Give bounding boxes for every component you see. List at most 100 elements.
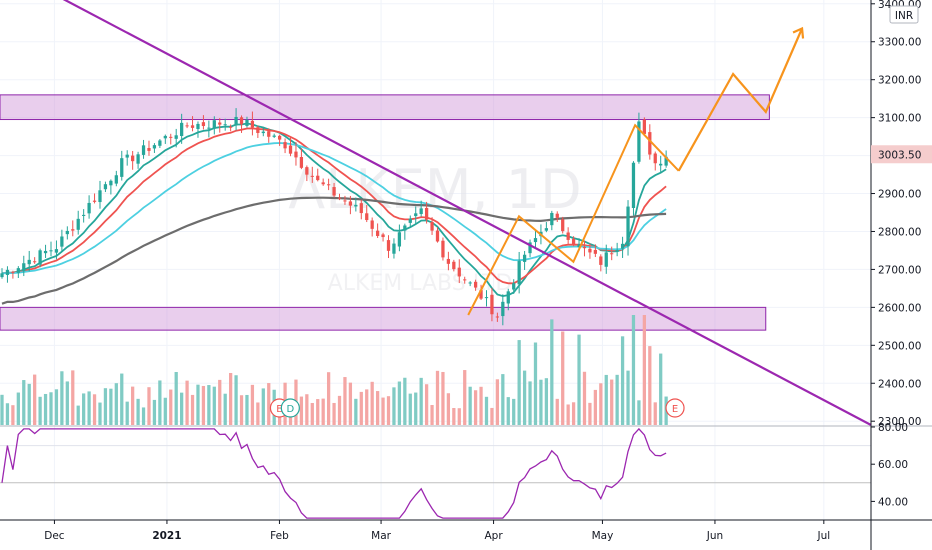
volume-bar [174, 372, 178, 425]
volume-bar [386, 396, 391, 425]
candle-body [277, 135, 282, 140]
volume-bar [310, 402, 314, 425]
volume-bar [163, 397, 167, 425]
volume-bar [27, 383, 31, 425]
volume-bar [571, 402, 576, 425]
candle-body [332, 187, 336, 196]
candle-body [294, 151, 298, 158]
ma_long-line [1, 196, 667, 305]
candle-body [223, 124, 227, 126]
volume-bar [626, 370, 630, 425]
volume-bar [642, 315, 646, 425]
currency-badge [889, 5, 919, 24]
volume-bar [615, 374, 619, 425]
candle-body [588, 248, 592, 253]
candle-body [359, 203, 363, 214]
candle-body [152, 145, 157, 149]
candle-body [196, 123, 200, 129]
candle-body [370, 220, 374, 229]
volume-bar [337, 395, 342, 425]
volume-bar [392, 387, 396, 425]
candle-body [582, 246, 587, 249]
candle-body [566, 232, 570, 240]
candle-body [299, 156, 304, 168]
candle-body [473, 281, 478, 288]
volume-bar [375, 391, 380, 425]
candle-body [571, 238, 576, 245]
volume-bar [299, 396, 304, 425]
candle-body [316, 175, 320, 181]
candle-body [354, 204, 358, 207]
volume-bar [555, 398, 559, 425]
candle-body [375, 230, 380, 236]
candle-body [250, 120, 255, 128]
volume-bar [435, 370, 440, 425]
volume-bar [71, 370, 75, 425]
candle-body [0, 273, 4, 278]
volume-bar [659, 353, 663, 425]
candle-body [517, 260, 521, 285]
candle-body [490, 294, 494, 315]
volume-bars [0, 315, 668, 425]
candle-body [397, 232, 402, 247]
volume-bar [348, 382, 353, 425]
price-tick-label: 2300.00 [878, 416, 921, 428]
candle-body [163, 135, 167, 139]
volume-bar [506, 397, 510, 425]
volume-bar [490, 407, 494, 425]
candle-body [365, 213, 369, 221]
volume-bar [479, 386, 483, 425]
candle-body [408, 218, 412, 223]
volume-bar [131, 386, 135, 425]
projection-path [677, 28, 804, 172]
candle-body [403, 225, 407, 231]
volume-bar [218, 379, 222, 425]
candle-body [501, 301, 505, 317]
volume-bar [267, 383, 271, 425]
time-tick-label: Jul [816, 530, 830, 542]
event-badge [280, 398, 300, 418]
candle-body [120, 158, 124, 177]
ema_slow-line [1, 142, 667, 275]
price-tick-label: 2700.00 [878, 264, 921, 276]
candle-body [174, 135, 178, 139]
volume-bar [169, 389, 173, 425]
candle-body [463, 279, 467, 281]
volume-bar [365, 389, 369, 425]
last-price-badge [871, 145, 932, 164]
volume-bar [185, 380, 189, 425]
candle-body [43, 250, 48, 254]
price-tick-label: 2500.00 [878, 340, 921, 352]
volume-bar [610, 379, 614, 425]
volume-bar [577, 334, 581, 425]
candle-body [76, 218, 80, 230]
volume-bar [190, 394, 195, 425]
candle-body [550, 212, 554, 226]
ema_fast-line [1, 122, 667, 298]
volume-bar [16, 392, 20, 425]
time-tick-label: Mar [371, 530, 391, 542]
price-tick-label: 2800.00 [878, 226, 921, 238]
volume-bar [22, 380, 26, 425]
volume-bar [49, 392, 53, 425]
volume-bar [201, 385, 206, 425]
candle-body [577, 244, 581, 247]
volume-bar [316, 399, 320, 425]
volume-bar [441, 371, 445, 425]
volume-bar [561, 331, 565, 425]
candle-body [229, 126, 233, 128]
price-zones [0, 94, 770, 331]
volume-bar [321, 398, 325, 425]
volume-bar [60, 371, 64, 425]
candle-body [561, 219, 565, 232]
volume-bar [250, 384, 255, 425]
candle-body [272, 135, 276, 137]
candle-body [326, 184, 331, 186]
volume-bar [533, 342, 538, 425]
volume-bar [54, 389, 59, 425]
candle-body [626, 206, 630, 247]
candle-body [87, 202, 91, 214]
candle-body [457, 267, 461, 277]
